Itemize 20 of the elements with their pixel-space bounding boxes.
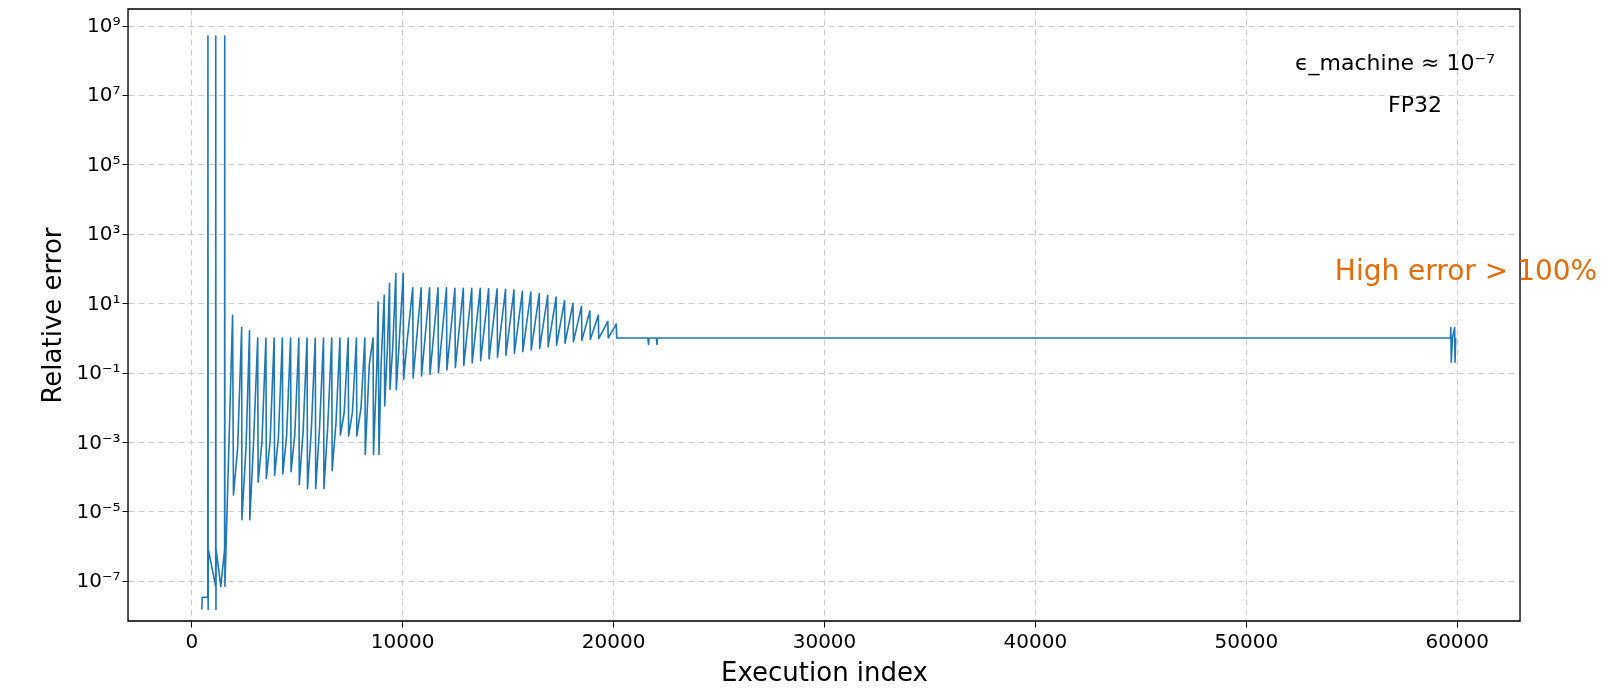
annotation: ϵ_machine ≈ 10⁻⁷ [1295,50,1495,76]
x-tick-label: 40000 [1003,628,1068,653]
x-tick-label: 60000 [1425,628,1490,653]
x-tick-label: 50000 [1214,628,1279,653]
y-tick-label: 10⁻¹ [76,360,121,385]
y-tick-label: 10⁵ [87,151,121,176]
y-tick-label: 10⁻⁷ [76,568,121,593]
x-tick-label: 30000 [792,628,857,653]
y-tick-label: 10⁻³ [76,429,121,454]
x-tick-label: 20000 [581,628,646,653]
y-tick-label: 10³ [87,221,121,246]
x-tick-label: 0 [185,628,199,653]
x-tick-label: 10000 [370,628,435,653]
y-tick-label: 10⁻⁵ [76,498,121,523]
x-axis-title: Execution index [721,656,928,687]
y-tick-label: 10¹ [87,290,121,315]
y-axis-title: Relative error [37,227,68,404]
y-tick-label: 10⁷ [87,82,121,107]
y-tick-label: 10⁹ [87,13,121,38]
annotation: FP32 [1388,92,1442,117]
